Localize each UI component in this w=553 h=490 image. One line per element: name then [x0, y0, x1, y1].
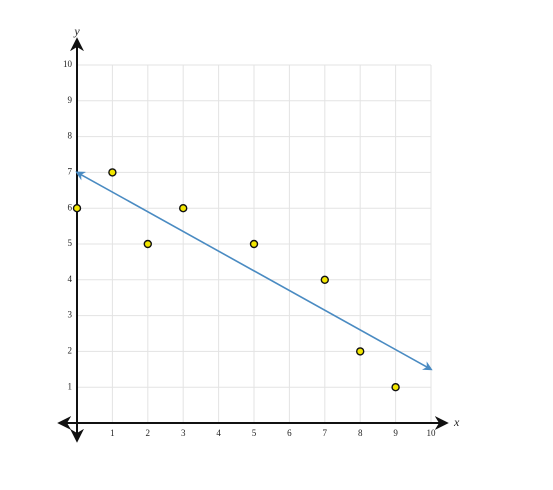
x-tick-label: 8 — [358, 428, 363, 438]
y-tick-label: 7 — [68, 166, 73, 176]
x-tick-label: 1 — [110, 428, 115, 438]
y-tick-label: 9 — [68, 95, 73, 105]
x-tick-label: 9 — [393, 428, 398, 438]
x-tick-label: 3 — [181, 428, 186, 438]
data-point — [249, 239, 259, 249]
x-tick-label: 5 — [252, 428, 257, 438]
y-tick-label: 1 — [68, 381, 73, 391]
x-tick-label: 7 — [323, 428, 328, 438]
data-point — [391, 383, 400, 392]
x-tick-label: 6 — [287, 428, 292, 438]
data-point — [108, 168, 117, 177]
y-tick-label: 5 — [68, 238, 73, 248]
data-point — [143, 239, 153, 249]
x-tick-label: 4 — [216, 428, 221, 438]
y-tick-label: 10 — [63, 59, 73, 69]
data-point — [72, 203, 82, 213]
data-point — [320, 275, 329, 284]
y-axis-title: y — [73, 24, 80, 38]
x-axis-title: x — [453, 415, 460, 429]
data-point — [178, 203, 188, 213]
x-tick-label: 2 — [146, 428, 151, 438]
x-tick-label: 10 — [427, 428, 437, 438]
data-point — [356, 347, 365, 356]
y-tick-label: 4 — [68, 274, 73, 284]
y-tick-label: 3 — [68, 310, 73, 320]
y-tick-label: 8 — [68, 131, 73, 141]
y-tick-label: 6 — [68, 202, 73, 212]
y-tick-label: 2 — [68, 345, 73, 355]
trend-line — [75, 171, 433, 371]
